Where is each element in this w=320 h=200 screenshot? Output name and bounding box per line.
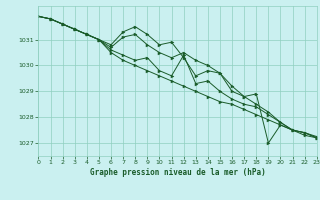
X-axis label: Graphe pression niveau de la mer (hPa): Graphe pression niveau de la mer (hPa) xyxy=(90,168,266,177)
